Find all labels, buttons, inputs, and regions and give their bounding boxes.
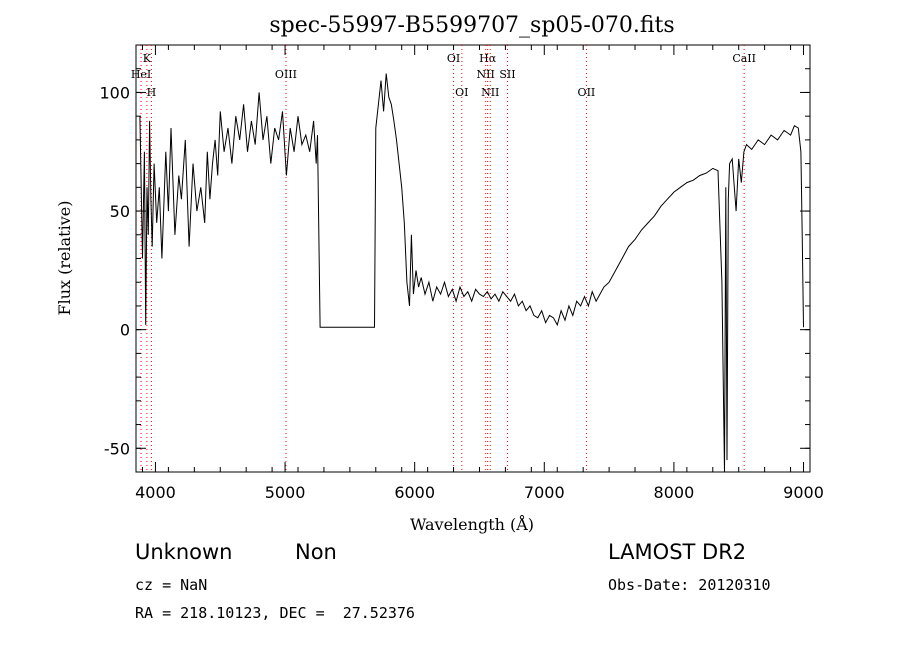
line-marker-label-4: OI (447, 52, 460, 65)
line-marker-label-5: OI (455, 86, 468, 99)
spectrum-line (139, 73, 804, 473)
line-marker-label-3: OIII (275, 68, 297, 81)
line-marker-label-6: Hα (479, 52, 497, 65)
coords-text: RA = 218.10123, DEC = 27.52376 (135, 604, 415, 622)
y-tick-label-3: 100 (99, 83, 130, 102)
cz-text: cz = NaN (135, 576, 208, 594)
x-tick-label-5: 9000 (783, 483, 824, 502)
y-tick-label-1: 0 (120, 321, 130, 340)
subclass-label: Non (295, 540, 337, 564)
line-marker-label-8: SII (499, 68, 515, 81)
y-axis-label: Flux (relative) (55, 201, 74, 316)
x-tick-label-4: 8000 (654, 483, 695, 502)
plot-frame (135, 44, 811, 473)
obs-date-text: Obs-Date: 20120310 (608, 576, 771, 594)
x-tick-label-0: 4000 (135, 483, 176, 502)
line-marker-label-1: HeI (131, 68, 151, 81)
x-axis-label: Wavelength (Å) (410, 514, 534, 534)
x-tick-label-1: 5000 (265, 483, 306, 502)
line-marker-label-11: CaII (732, 52, 756, 65)
x-tick-label-2: 6000 (394, 483, 435, 502)
x-tick-label-3: 7000 (524, 483, 565, 502)
line-marker-label-0: K (143, 52, 152, 65)
chart-title: spec-55997-B5599707_sp05-070.fits (269, 13, 674, 38)
line-marker-label-7: NII (477, 68, 495, 81)
series-layer (139, 73, 804, 473)
line-marker-label-9: NII (481, 86, 499, 99)
class-label: Unknown (135, 540, 233, 564)
y-tick-label-2: 50 (110, 202, 130, 221)
line-marker-label-2: H (147, 86, 157, 99)
line-marker-label-10: OII (578, 86, 596, 99)
survey-label: LAMOST DR2 (608, 540, 747, 564)
y-tick-label-0: -50 (104, 439, 130, 458)
